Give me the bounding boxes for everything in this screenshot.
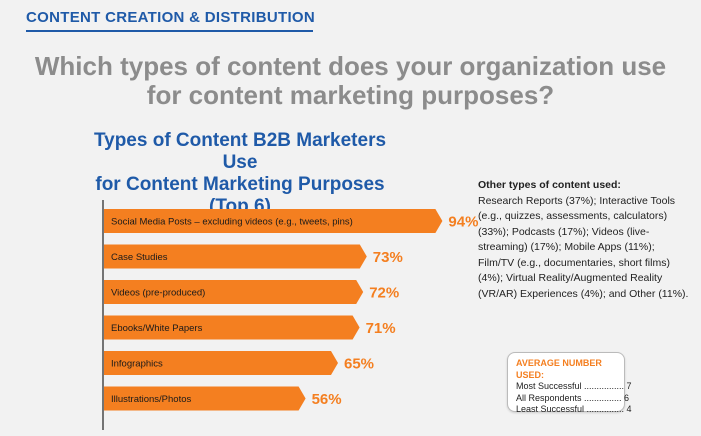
average-number-box: AVERAGE NUMBER USED: Most Successful ...… <box>507 352 632 414</box>
bar-value-label-4: 65% <box>344 356 374 373</box>
bar-value-label-0: 94% <box>448 214 478 231</box>
bar-category-label-2: Videos (pre-produced) <box>111 288 205 299</box>
bar-0 <box>104 209 443 233</box>
average-row-least-successful: Least Successful ............... 4 <box>516 404 632 414</box>
survey-question: Which types of content does your organiz… <box>34 51 667 110</box>
average-row-most-successful: Most Successful ................ 7 <box>516 381 632 391</box>
other-content-notes: Other types of content used: Research Re… <box>478 178 690 302</box>
bar-value-label-5: 56% <box>312 391 342 408</box>
average-row-all-respondents: All Respondents ............... 6 <box>516 392 630 403</box>
bar-value-label-3: 71% <box>366 320 396 337</box>
bar-value-label-1: 73% <box>373 249 403 266</box>
bar-3 <box>104 315 360 340</box>
section-rule <box>26 30 313 32</box>
bar-1 <box>104 244 367 269</box>
other-content-title: Other types of content used: <box>478 179 621 191</box>
bar-category-label-0: Social Media Posts – excluding videos (e… <box>111 217 353 228</box>
bar-category-label-1: Case Studies <box>111 252 168 263</box>
bar-5 <box>104 386 306 411</box>
bar-category-label-4: Infographics <box>111 359 163 370</box>
other-content-body: Research Reports (37%); Interactive Tool… <box>478 194 689 300</box>
bar-4 <box>104 351 338 375</box>
bar-2 <box>104 280 364 304</box>
bar-category-label-5: Illustrations/Photos <box>111 394 192 405</box>
section-label: CONTENT CREATION & DISTRIBUTION <box>26 9 316 26</box>
average-box-title: AVERAGE NUMBER USED: <box>516 358 602 380</box>
bar-category-label-3: Ebooks/White Papers <box>111 323 203 334</box>
bar-value-label-2: 72% <box>369 285 399 302</box>
